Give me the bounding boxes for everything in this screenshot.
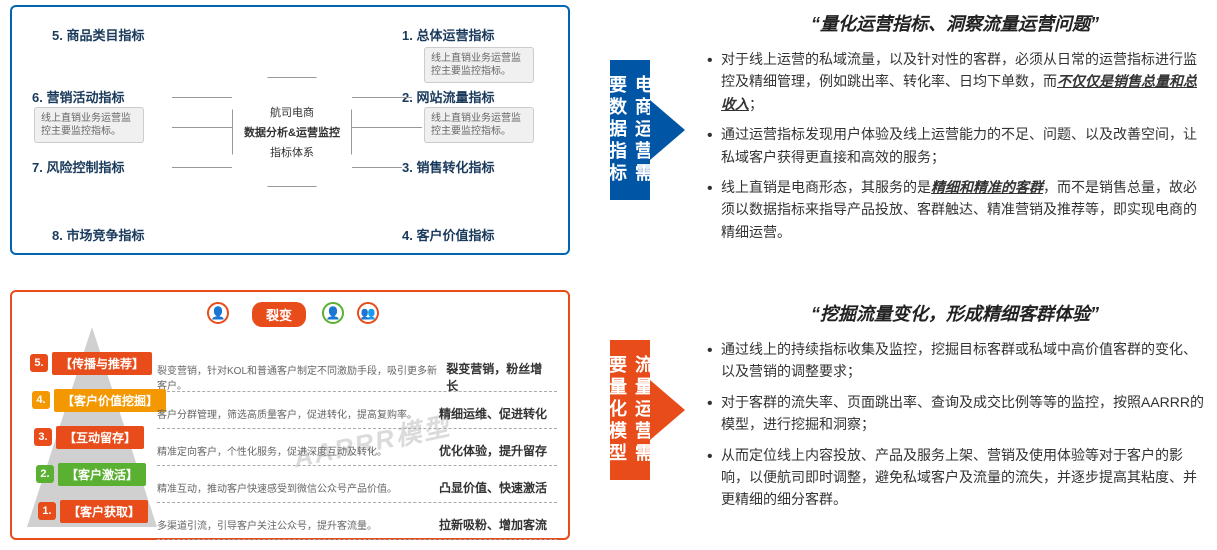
level-name: 【互动留存】 [56,426,144,449]
arrow-blue-icon [650,100,685,160]
quote-top: “量化运营指标、洞察流量运营问题” [705,10,1205,36]
badge-traffic: 流量运营需要量化模型 [610,340,650,480]
level-number: 5. [30,354,48,372]
indicator-desc-box: 线上直销业务运营监控主要监控指标。 [34,107,144,143]
bullet-item: 通过线上的持续指标收集及监控，挖掘目标客群或私域中高价值客群的变化、以及营销的调… [705,338,1205,383]
text-block-top: “量化运营指标、洞察流量运营问题” 对于线上运营的私域流量，以及针对性的客群，必… [705,10,1205,251]
pyramid-level: 5.【传播与推荐】 [30,347,152,379]
aarrr-tag: 裂变营销，粉丝增长 [446,360,547,394]
level-number: 1. [38,502,56,520]
aarrr-desc: 裂变营销，针对KOL和普通客户制定不同激励手段，吸引更多新客户。 [157,362,446,392]
level-name: 【客户获取】 [60,500,148,523]
text-block-bottom: “挖掘流量变化，形成精细客群体验” 通过线上的持续指标收集及监控，挖掘目标客群或… [705,300,1205,519]
aarrr-row: 客户分群管理，筛选高质量客户，促进转化，提高复购率。 精细运维、促进转化 [157,399,557,429]
aarrr-desc: 客户分群管理，筛选高质量客户，促进转化，提高复购率。 [157,406,417,421]
level-name: 【传播与推荐】 [52,352,152,375]
level-number: 3. [34,428,52,446]
connector-line [352,127,422,128]
badge-ecommerce: 电商运营需要数据指标 [610,60,650,200]
aarrr-row: 精准互动，推动客户快速感受到微信公众号产品价值。 凸显价值、快速激活 [157,473,557,503]
aarrr-tag: 凸显价值、快速激活 [439,479,547,496]
pyramid-level: 1.【客户获取】 [38,495,148,527]
indicator-system-panel: 航司电商 数据分析&运营监控 指标体系 1. 总体运营指标线上直销业务运营监控主… [10,5,570,255]
emphasis-text: 不仅仅是销售总量和总收入 [721,73,1197,111]
bullet-item: 从而定位线上内容投放、产品及服务上架、营销及使用体验等对于客户的影响，以便航司即… [705,444,1205,511]
indicator-label: 1. 总体运营指标 [402,25,494,44]
aarrr-panel: 裂变 👤 👤 👥 AARRR模型 5.【传播与推荐】裂变营销，针对KOL和普通客… [10,290,570,540]
indicator-label: 5. 商品类目指标 [52,25,144,44]
user-icon: 👤 [207,302,229,324]
fission-tag: 裂变 [252,302,306,327]
bullet-item: 对于客群的流失率、页面跳出率、查询及成交比例等等的监控，按照AARRR的模型，进… [705,391,1205,436]
arrow-red-icon [650,380,685,440]
center-line2: 数据分析&运营监控 [242,122,342,142]
level-name: 【客户激活】 [58,463,146,486]
indicator-desc-box: 线上直销业务运营监控主要监控指标。 [424,47,534,83]
aarrr-tag: 优化体验，提升留存 [439,442,547,459]
indicator-label: 8. 市场竞争指标 [52,225,144,244]
pyramid-level: 4.【客户价值挖掘】 [32,384,166,416]
aarrr-desc: 精准互动，推动客户快速感受到微信公众号产品价值。 [157,480,397,495]
indicator-desc-box: 线上直销业务运营监控主要监控指标。 [424,107,534,143]
indicator-label: 7. 风险控制指标 [32,157,124,176]
aarrr-tag: 精细运维、促进转化 [439,405,547,422]
indicator-label: 4. 客户价值指标 [402,225,494,244]
bullets-bottom: 通过线上的持续指标收集及监控，挖掘目标客群或私域中高价值客群的变化、以及营销的调… [705,338,1205,511]
bullet-item: 线上直销是电商形态，其服务的是精细和精准的客群，而不是销售总量，故必须以数据指标… [705,176,1205,243]
user-icon: 👥 [357,302,379,324]
indicator-label: 6. 营销活动指标 [32,87,124,106]
bullets-top: 对于线上运营的私域流量，以及针对性的客群，必须从日常的运营指标进行监控及精细管理… [705,48,1205,243]
indicator-label: 3. 销售转化指标 [402,157,494,176]
pyramid-level: 3.【互动留存】 [34,421,144,453]
pyramid-level: 2.【客户激活】 [36,458,146,490]
level-name: 【客户价值挖掘】 [54,389,166,412]
aarrr-row: 多渠道引流，引导客户关注公众号，提升客流量。 拉新吸粉、增加客流 [157,510,557,540]
aarrr-desc: 多渠道引流，引导客户关注公众号，提升客流量。 [157,517,377,532]
connector-line [172,97,232,98]
user-icon: 👤 [322,302,344,324]
aarrr-tag: 拉新吸粉、增加客流 [439,516,547,533]
bullet-item: 通过运营指标发现用户体验及线上运营能力的不足、问题、以及改善空间，让私域客户获得… [705,123,1205,168]
bullet-item: 对于线上运营的私域流量，以及针对性的客群，必须从日常的运营指标进行监控及精细管理… [705,48,1205,115]
quote-bottom: “挖掘流量变化，形成精细客群体验” [705,300,1205,326]
connector-line [352,97,412,98]
aarrr-row: 精准定向客户，个性化服务，促进深度互动及转化。 优化体验，提升留存 [157,436,557,466]
level-number: 4. [32,391,50,409]
connector-line [172,127,232,128]
indicator-label: 2. 网站流量指标 [402,87,494,106]
aarrr-row: 裂变营销，针对KOL和普通客户制定不同激励手段，吸引更多新客户。裂变营销，粉丝增… [157,362,557,392]
center-line3: 指标体系 [268,142,316,162]
connector-line [352,167,402,168]
aarrr-desc: 精准定向客户，个性化服务，促进深度互动及转化。 [157,443,387,458]
emphasis-text: 精细和精准的客群 [931,179,1043,195]
center-line1: 航司电商 [268,102,316,122]
connector-line [172,167,232,168]
center-octagon: 航司电商 数据分析&运营监控 指标体系 [232,77,352,187]
level-number: 2. [36,465,54,483]
